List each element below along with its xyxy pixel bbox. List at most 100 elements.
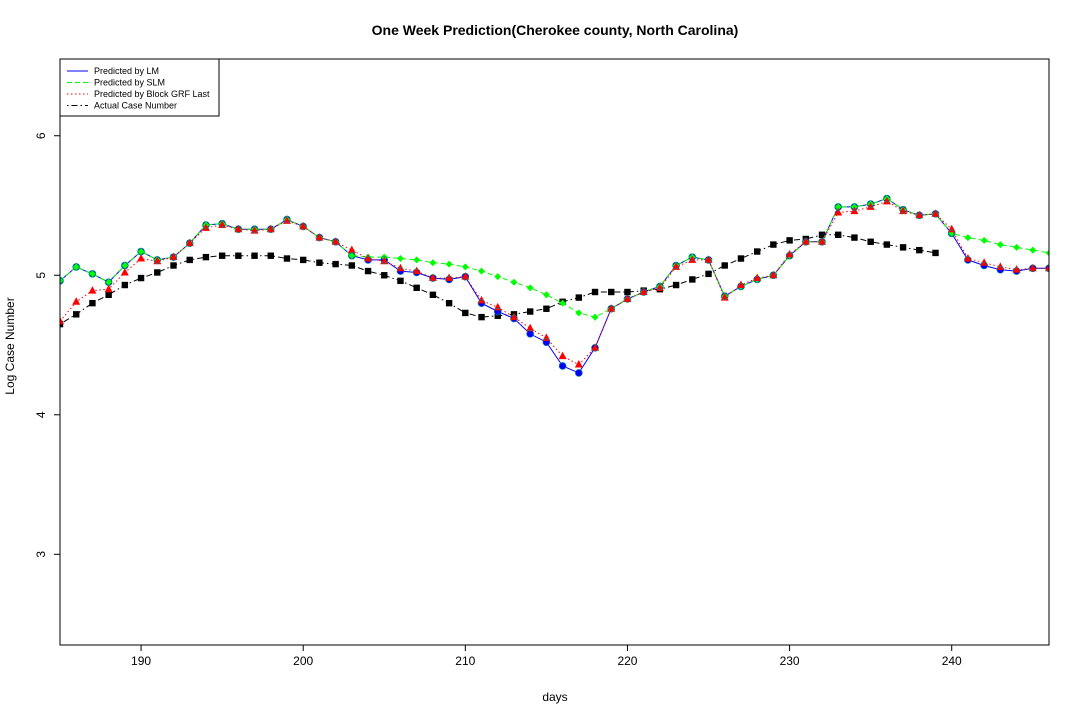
data-point-actual-case-number: [364, 267, 372, 275]
data-point-actual-case-number: [316, 259, 323, 266]
data-point-outline: [1012, 267, 1021, 275]
data-point-predicted-by-block-grf-last: [753, 273, 762, 282]
data-point-actual-case-number: [105, 291, 112, 298]
data-point-predicted-by-block-grf-last: [801, 237, 810, 245]
data-point-outline: [72, 263, 81, 271]
legend-entry-predicted-by-block-grf-last: Predicted by Block GRF Last: [94, 89, 210, 99]
data-point-actual-case-number: [381, 272, 388, 279]
data-point-actual-case-number: [218, 252, 226, 259]
data-point-predicted-by-block-grf-last: [785, 249, 794, 258]
data-point-predicted-by-block-grf-last: [655, 283, 664, 291]
data-point-predicted-by-block-grf-last: [153, 256, 162, 265]
data-point-predicted-by-slm: [105, 278, 113, 286]
data-point-predicted-by-slm: [445, 260, 453, 268]
data-point-outline: [980, 261, 988, 270]
data-point-outline: [412, 268, 421, 277]
data-point-predicted-by-slm: [461, 263, 469, 271]
data-point-outline: [591, 344, 599, 352]
data-point-predicted-by-slm: [834, 203, 842, 211]
data-point-outline: [915, 211, 924, 220]
data-point-predicted-by-block-grf-last: [834, 207, 843, 216]
data-point-outline: [720, 292, 729, 300]
data-point-outline: [1045, 264, 1049, 273]
data-point-outline: [202, 221, 210, 229]
data-point-actual-case-number: [883, 241, 891, 248]
data-point-predicted-by-block-grf-last: [412, 266, 421, 275]
data-point-predicted-by-block-grf-last: [915, 210, 924, 219]
data-point-predicted-by-block-grf-last: [234, 224, 243, 233]
data-point-predicted-by-block-grf-last: [315, 233, 324, 241]
data-point-actual-case-number: [721, 262, 728, 269]
data-point-predicted-by-slm: [72, 263, 80, 271]
x-tick-label: 200: [293, 654, 313, 668]
data-point-predicted-by-block-grf-last: [364, 254, 373, 262]
data-point-predicted-by-slm: [88, 270, 96, 278]
data-point-actual-case-number: [770, 241, 777, 248]
data-point-predicted-by-lm: [559, 362, 567, 370]
data-point-outline: [737, 282, 745, 291]
data-point-predicted-by-slm: [137, 248, 145, 256]
data-point-predicted-by-block-grf-last: [931, 209, 940, 217]
data-point-predicted-by-block-grf-last: [428, 273, 437, 282]
data-point-outline: [834, 203, 843, 211]
plot-frame: [59, 58, 1050, 646]
data-point-outline: [753, 275, 761, 284]
data-point-predicted-by-block-grf-last: [461, 272, 470, 280]
data-point-predicted-by-block-grf-last: [380, 256, 389, 265]
data-point-predicted-by-block-grf-last: [574, 360, 583, 368]
data-point-predicted-by-slm: [591, 313, 599, 321]
data-point-actual-case-number: [494, 312, 501, 319]
data-point-actual-case-number: [413, 284, 420, 292]
data-point-predicted-by-slm: [494, 273, 502, 281]
data-point-actual-case-number: [786, 237, 793, 244]
data-point-actual-case-number: [835, 231, 842, 238]
data-point-actual-case-number: [283, 255, 291, 262]
data-point-outline: [169, 253, 178, 261]
x-tick-label: 190: [131, 654, 151, 668]
data-point-actual-case-number: [89, 299, 96, 307]
data-point-actual-case-number: [429, 291, 437, 298]
data-point-outline: [315, 233, 324, 242]
data-point-actual-case-number: [624, 288, 631, 296]
data-point-predicted-by-block-grf-last: [266, 224, 275, 233]
data-point-actual-case-number: [737, 255, 745, 262]
data-point-actual-case-number: [705, 270, 712, 278]
data-point-actual-case-number: [543, 305, 550, 312]
data-point-actual-case-number: [591, 288, 599, 296]
data-point-predicted-by-block-grf-last: [639, 287, 648, 296]
data-point-actual-case-number: [170, 262, 177, 269]
data-point-actual-case-number: [73, 311, 80, 318]
data-point-actual-case-number: [672, 281, 680, 289]
data-point-outline: [461, 272, 470, 281]
data-point-predicted-by-block-grf-last: [218, 220, 227, 229]
data-point-predicted-by-slm: [1013, 243, 1021, 251]
plot-series: [60, 194, 1049, 377]
data-point-actual-case-number: [753, 248, 761, 255]
data-point-predicted-by-block-grf-last: [720, 293, 729, 301]
data-point-predicted-by-block-grf-last: [1045, 263, 1049, 272]
x-axis: 190 200 210 220 230 240: [131, 645, 962, 668]
data-point-outline: [866, 200, 875, 208]
data-point-predicted-by-block-grf-last: [818, 237, 827, 245]
data-point-actual-case-number: [916, 246, 923, 254]
legend: Predicted by LM Predicted by SLMPredicted…: [59, 58, 220, 117]
data-point-outline: [818, 237, 826, 246]
data-point-outline: [526, 330, 534, 338]
data-point-predicted-by-block-grf-last: [1028, 263, 1037, 272]
data-point-actual-case-number: [154, 269, 161, 276]
data-point-predicted-by-block-grf-last: [104, 284, 113, 293]
y-tick-label: 6: [34, 132, 48, 139]
data-point-predicted-by-block-grf-last: [736, 280, 745, 289]
data-point-predicted-by-slm: [559, 299, 567, 307]
data-point-outline: [704, 256, 713, 264]
data-point-outline: [364, 256, 372, 264]
data-point-outline: [104, 278, 113, 287]
data-point-actual-case-number: [899, 244, 907, 251]
data-point-predicted-by-slm: [575, 309, 583, 317]
data-point-outline: [899, 205, 907, 214]
data-point-outline: [250, 225, 259, 234]
data-point-predicted-by-block-grf-last: [299, 221, 308, 230]
data-point-predicted-by-block-grf-last: [963, 254, 972, 262]
data-point-predicted-by-slm: [429, 259, 437, 267]
data-point-predicted-by-block-grf-last: [899, 206, 908, 215]
